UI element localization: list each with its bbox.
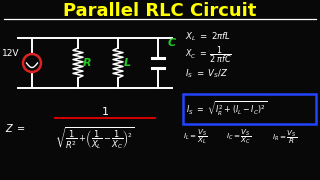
Text: $I_L = \dfrac{V_S}{X_L}$: $I_L = \dfrac{V_S}{X_L}$: [183, 128, 207, 146]
Text: $I_C = \dfrac{V_S}{X_C}$: $I_C = \dfrac{V_S}{X_C}$: [226, 128, 252, 146]
Text: $Z\ =$: $Z\ =$: [5, 122, 26, 134]
Text: $X_C\ =\ \dfrac{1}{2\,\pi f C}$: $X_C\ =\ \dfrac{1}{2\,\pi f C}$: [185, 45, 232, 65]
Text: $X_L\ =\ 2\pi f L$: $X_L\ =\ 2\pi f L$: [185, 31, 231, 43]
Text: $\sqrt{\dfrac{1}{R^2}+\!\left(\dfrac{1}{X_L}-\dfrac{1}{X_C}\right)^{\!2}}$: $\sqrt{\dfrac{1}{R^2}+\!\left(\dfrac{1}{…: [55, 125, 134, 151]
Text: $I_S\ =\ V_S / Z$: $I_S\ =\ V_S / Z$: [185, 68, 229, 80]
Text: C: C: [168, 38, 176, 48]
Text: L: L: [124, 58, 131, 68]
Text: 12V: 12V: [2, 48, 19, 57]
Text: $I_S\ =\ \sqrt{I_R^2 + (I_L - I_C)^2}$: $I_S\ =\ \sqrt{I_R^2 + (I_L - I_C)^2}$: [186, 100, 267, 118]
Text: $I_R = \dfrac{V_S}{R}$: $I_R = \dfrac{V_S}{R}$: [272, 128, 297, 146]
Text: 1: 1: [101, 107, 108, 117]
Text: R: R: [83, 58, 91, 68]
Bar: [183, 94, 316, 124]
Text: Parallel RLC Circuit: Parallel RLC Circuit: [63, 2, 257, 20]
